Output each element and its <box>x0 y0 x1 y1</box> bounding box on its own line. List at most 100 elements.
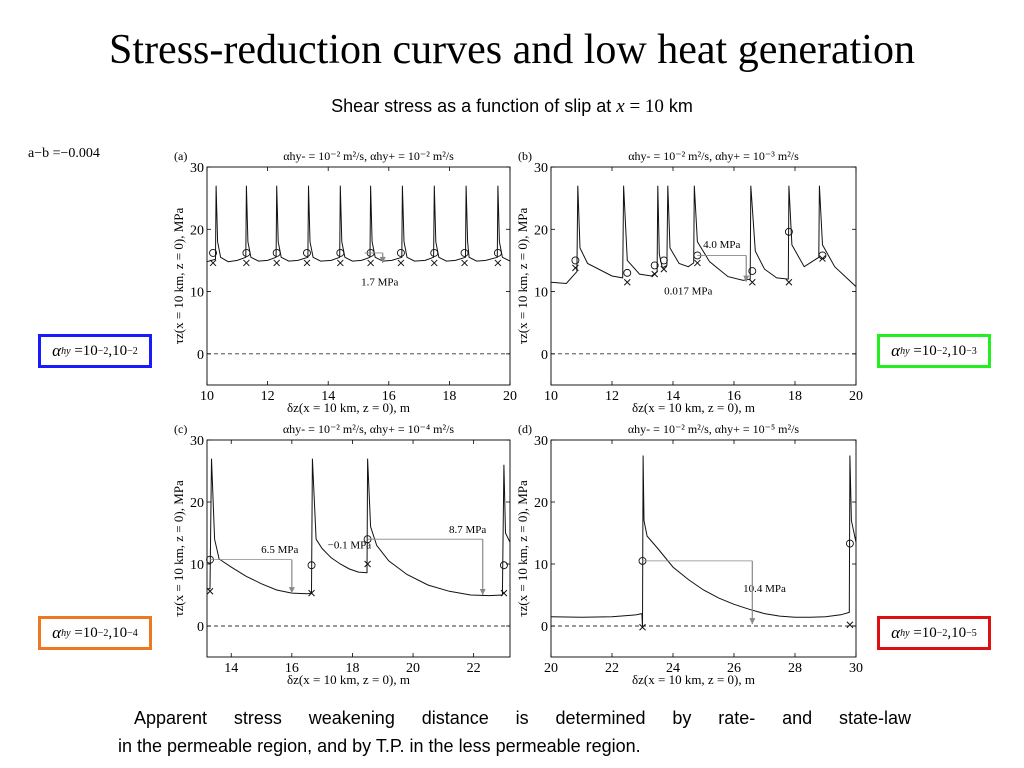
drop-arrowhead <box>379 256 386 263</box>
plot-frame <box>206 166 511 386</box>
alpha-symbol: α <box>52 623 62 642</box>
stress-curve <box>207 458 511 597</box>
cross-marker <box>336 259 344 267</box>
x-axis-label: δz(x = 10 km, z = 0), m <box>632 672 755 687</box>
circle-marker <box>659 256 668 265</box>
drop-arrowhead <box>288 587 295 594</box>
panel-label: (b) <box>518 149 532 163</box>
y-tick-label: 20 <box>534 496 548 511</box>
legend-box-a: α hy =10 −2,10 −2 <box>38 334 152 368</box>
alpha-exp1: −2 <box>936 345 948 357</box>
circle-marker <box>748 267 757 275</box>
alpha-sep: ,10 <box>108 342 128 359</box>
alpha-exp1: −2 <box>97 345 109 357</box>
x-tick-label: 18 <box>345 661 359 676</box>
x-tick-label: 18 <box>442 389 456 404</box>
alpha-value: =10 <box>74 624 98 641</box>
circle-marker <box>650 261 659 270</box>
y-tick-label: 20 <box>190 223 204 238</box>
alpha-symbol: α <box>891 623 901 642</box>
cross-marker <box>243 259 250 267</box>
cross-marker <box>308 589 315 597</box>
legend-box-d: α hy =10 −2,10 −5 <box>877 616 991 650</box>
x-tick-label: 30 <box>849 661 863 676</box>
alpha-sep: ,10 <box>947 624 967 641</box>
x-tick-label: 18 <box>788 389 802 404</box>
x-axis-label: δz(x = 10 km, z = 0), m <box>287 400 410 415</box>
cross-marker <box>694 259 701 267</box>
alpha-exp2: −4 <box>127 627 138 639</box>
cross-marker <box>748 278 756 286</box>
x-tick-label: 10 <box>200 389 214 404</box>
slide-caption: Apparent stress weakening distance is de… <box>118 704 918 760</box>
y-tick-label: 10 <box>190 558 204 573</box>
x-axis-label: δz(x = 10 km, z = 0), m <box>632 400 755 415</box>
alpha-value: =10 <box>913 342 937 359</box>
stress-drop-annotation: −0.1 MPa <box>328 540 372 552</box>
caption-line-1: Apparent stress weakening distance is de… <box>134 708 911 728</box>
panel-label: (d) <box>518 422 532 436</box>
alpha-sub: hy <box>900 627 910 639</box>
y-tick-label: 30 <box>190 161 204 176</box>
cross-marker <box>397 259 405 267</box>
circle-marker <box>499 561 508 570</box>
panel-title: αhy- = 10⁻² m²/s, αhy+ = 10⁻³ m²/s <box>628 149 799 163</box>
alpha-value: =10 <box>913 624 937 641</box>
circle-marker <box>336 249 345 257</box>
x-tick-label: 16 <box>285 661 299 676</box>
x-tick-label: 22 <box>605 661 619 676</box>
y-tick-label: 30 <box>190 434 204 449</box>
circle-marker <box>272 249 281 257</box>
panel-label: (a) <box>174 149 187 163</box>
circle-marker <box>242 249 251 257</box>
cross-marker <box>303 259 311 267</box>
panel-title: αhy- = 10⁻² m²/s, αhy+ = 10⁻⁵ m²/s <box>628 422 800 436</box>
circle-marker <box>307 561 316 570</box>
alpha-exp2: −2 <box>127 345 138 357</box>
cross-marker <box>623 278 631 286</box>
alpha-sub: hy <box>900 345 910 357</box>
alpha-sep: ,10 <box>108 624 128 641</box>
circle-marker <box>209 249 218 257</box>
x-tick-label: 20 <box>406 661 420 676</box>
x-tick-label: 20 <box>849 389 863 404</box>
stress-drop-annotation: 0.017 MPa <box>664 286 712 298</box>
circle-marker <box>493 249 502 257</box>
x-tick-label: 20 <box>503 389 517 404</box>
cross-marker <box>367 259 374 267</box>
drop-arrowhead <box>749 618 756 625</box>
cross-marker <box>660 265 668 273</box>
slide-title: Stress-reduction curves and low heat gen… <box>109 27 915 73</box>
x-tick-label: 10 <box>544 389 558 404</box>
alpha-sub: hy <box>61 627 71 639</box>
x-tick-label: 16 <box>382 389 396 404</box>
cross-marker <box>572 264 579 272</box>
circle-marker <box>460 249 469 257</box>
alpha-exp2: −5 <box>966 627 977 639</box>
x-tick-label: 14 <box>321 389 335 404</box>
y-tick-label: 10 <box>534 558 548 573</box>
y-tick-label: 0 <box>197 348 204 363</box>
cross-marker <box>209 259 217 267</box>
alpha-sep: ,10 <box>947 342 967 359</box>
y-tick-label: 0 <box>197 620 204 635</box>
cross-marker <box>639 623 646 631</box>
x-axis-label: δz(x = 10 km, z = 0), m <box>287 672 410 687</box>
x-tick-label: 12 <box>261 389 275 404</box>
caption-line-2: in the permeable region, and by T.P. in … <box>118 736 641 756</box>
stress-drop-annotation: 10.4 MPa <box>743 583 786 595</box>
drop-arrowhead <box>743 275 750 282</box>
circle-marker <box>396 249 405 257</box>
slide-subtitle: Shear stress as a function of slip at x … <box>0 96 1024 118</box>
y-tick-label: 30 <box>534 161 548 176</box>
y-tick-label: 10 <box>190 286 204 301</box>
y-tick-label: 20 <box>190 496 204 511</box>
subtitle-text: Shear stress as a function of slip at <box>331 96 612 116</box>
alpha-value: =10 <box>74 342 98 359</box>
x-tick-label: 24 <box>666 661 680 676</box>
cross-marker <box>494 259 502 267</box>
x-tick-label: 12 <box>605 389 619 404</box>
y-tick-label: 10 <box>534 286 548 301</box>
cross-marker <box>819 255 826 262</box>
y-tick-label: 0 <box>541 348 548 363</box>
